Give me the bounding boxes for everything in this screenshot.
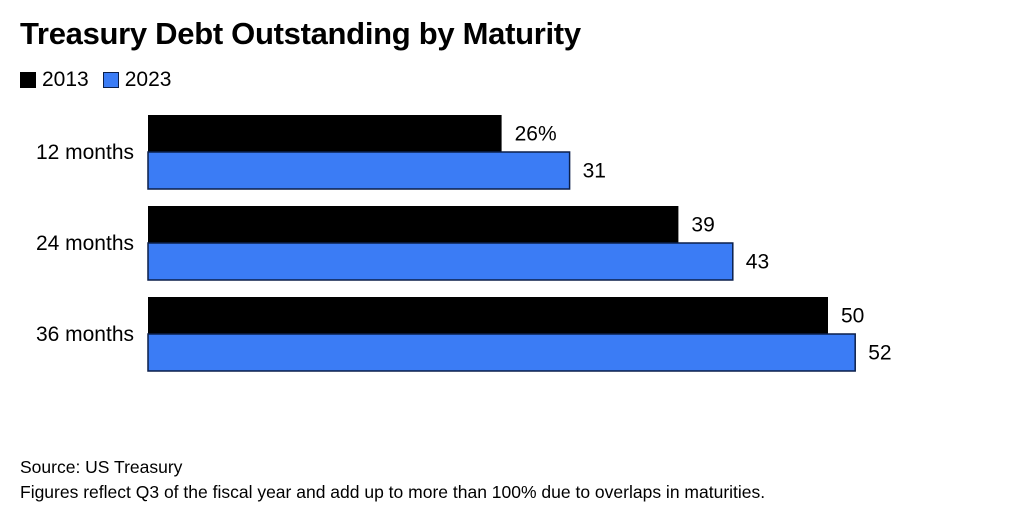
bar-2013-0 [148, 115, 502, 152]
bar-2013-1 [148, 206, 679, 243]
legend-label-2023: 2023 [124, 68, 172, 91]
legend-item-2013: 2013 [20, 68, 89, 92]
bar-2023-2 [147, 333, 856, 372]
legend-swatch-2023 [102, 72, 119, 88]
source-note: Source: US Treasury [20, 457, 183, 477]
legend-item-2023: 2023 [102, 68, 172, 92]
data-label: 26% [515, 123, 557, 146]
data-label: 52 [868, 342, 891, 365]
legend-label-2013: 2013 [42, 68, 89, 91]
chart-title: Treasury Debt Outstanding by Maturity [20, 16, 581, 51]
category-label: 24 months [36, 232, 134, 255]
legend: 2013 2023 [20, 68, 185, 92]
data-label: 31 [583, 160, 606, 183]
data-label: 39 [691, 214, 714, 237]
legend-swatch-2013 [20, 72, 36, 88]
bar-2023-0 [147, 151, 571, 190]
category-label: 36 months [36, 323, 134, 346]
footnote: Figures reflect Q3 of the fiscal year an… [20, 482, 766, 502]
bar-2023-1 [147, 242, 734, 281]
category-label: 12 months [36, 141, 134, 164]
bar-2013-2 [148, 297, 828, 334]
data-label: 43 [746, 251, 769, 274]
data-label: 50 [841, 305, 864, 328]
